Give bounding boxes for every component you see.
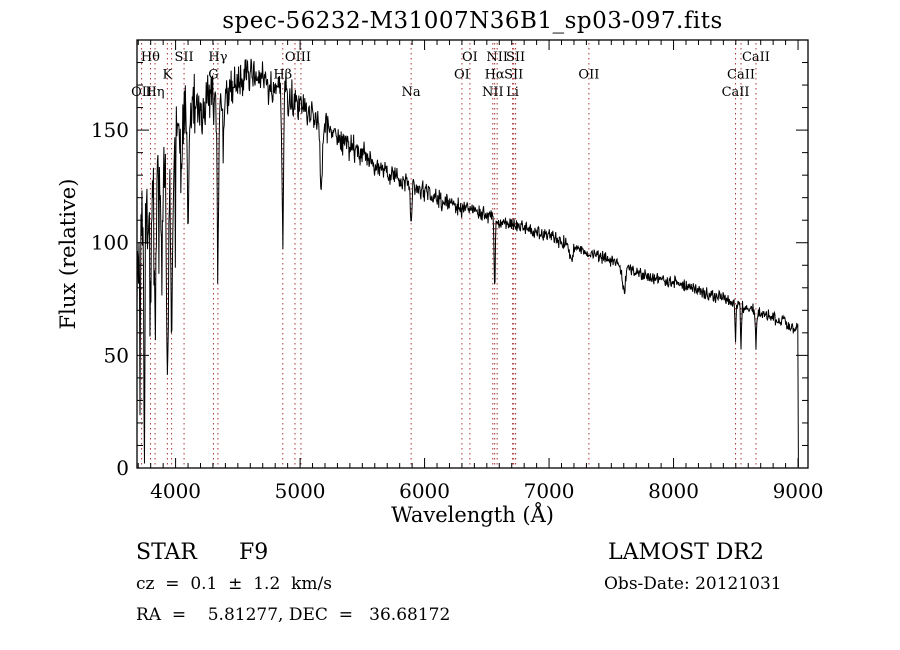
spectral-line-label: K — [163, 68, 173, 83]
spectral-line-label: Hα — [485, 68, 505, 83]
spectral-line-label: Li — [506, 85, 519, 100]
spectral-line-label: Hβ — [273, 68, 292, 83]
spectral-line-label: Hγ — [208, 50, 227, 65]
survey-release-text: LAMOST DR2 — [608, 540, 764, 565]
spectrum-trace — [136, 58, 799, 467]
spectral-line-label: NII — [486, 50, 508, 65]
y-tick-label: 100 — [91, 231, 129, 255]
spectral-line-label: NII — [482, 85, 504, 100]
page-title: spec-56232-M31007N36B1_sp03-097.fits — [222, 8, 723, 34]
x-tick-label: 9000 — [773, 479, 824, 503]
x-tick-label: 5000 — [275, 479, 326, 503]
spectral-line-label: SII — [174, 50, 193, 65]
obs-date-text: Obs-Date: 20121031 — [604, 574, 782, 594]
spectral-line-label: OII — [578, 68, 599, 83]
cz-velocity-text: cz = 0.1 ± 1.2 km/s — [136, 574, 332, 594]
x-tick-label: 7000 — [524, 479, 575, 503]
x-tick-label: 8000 — [648, 479, 699, 503]
plot-frame — [136, 39, 809, 469]
spectral-line-label: OII — [131, 85, 152, 100]
x-tick-label: 6000 — [399, 479, 450, 503]
x-tick-label: 4000 — [150, 479, 201, 503]
y-tick-label: 0 — [116, 456, 129, 480]
x-axis-label: Wavelength (Å) — [391, 503, 554, 527]
spectral-line-label: Hθ — [141, 50, 160, 65]
spectral-line-label: Hη — [145, 85, 164, 100]
spectral-line-label: G — [208, 68, 218, 83]
spectral-line-label: CaII — [727, 68, 755, 83]
ra-dec-text: RA = 5.81277, DEC = 36.68172 — [136, 605, 451, 625]
y-tick-label: 50 — [104, 343, 129, 367]
y-tick-label: 150 — [91, 118, 129, 142]
spectral-line-label: OIII — [285, 50, 311, 65]
object-class-text: STAR F9 — [136, 540, 269, 565]
spectral-line-label: CaII — [722, 85, 750, 100]
spectral-line-label: Na — [402, 85, 421, 100]
spectral-line-label: SII — [504, 68, 523, 83]
spectral-line-label: OI — [462, 50, 478, 65]
spectral-line-label: CaII — [742, 50, 770, 65]
spectral-line-label: OI — [454, 68, 470, 83]
spectral-line-label: SII — [506, 50, 525, 65]
